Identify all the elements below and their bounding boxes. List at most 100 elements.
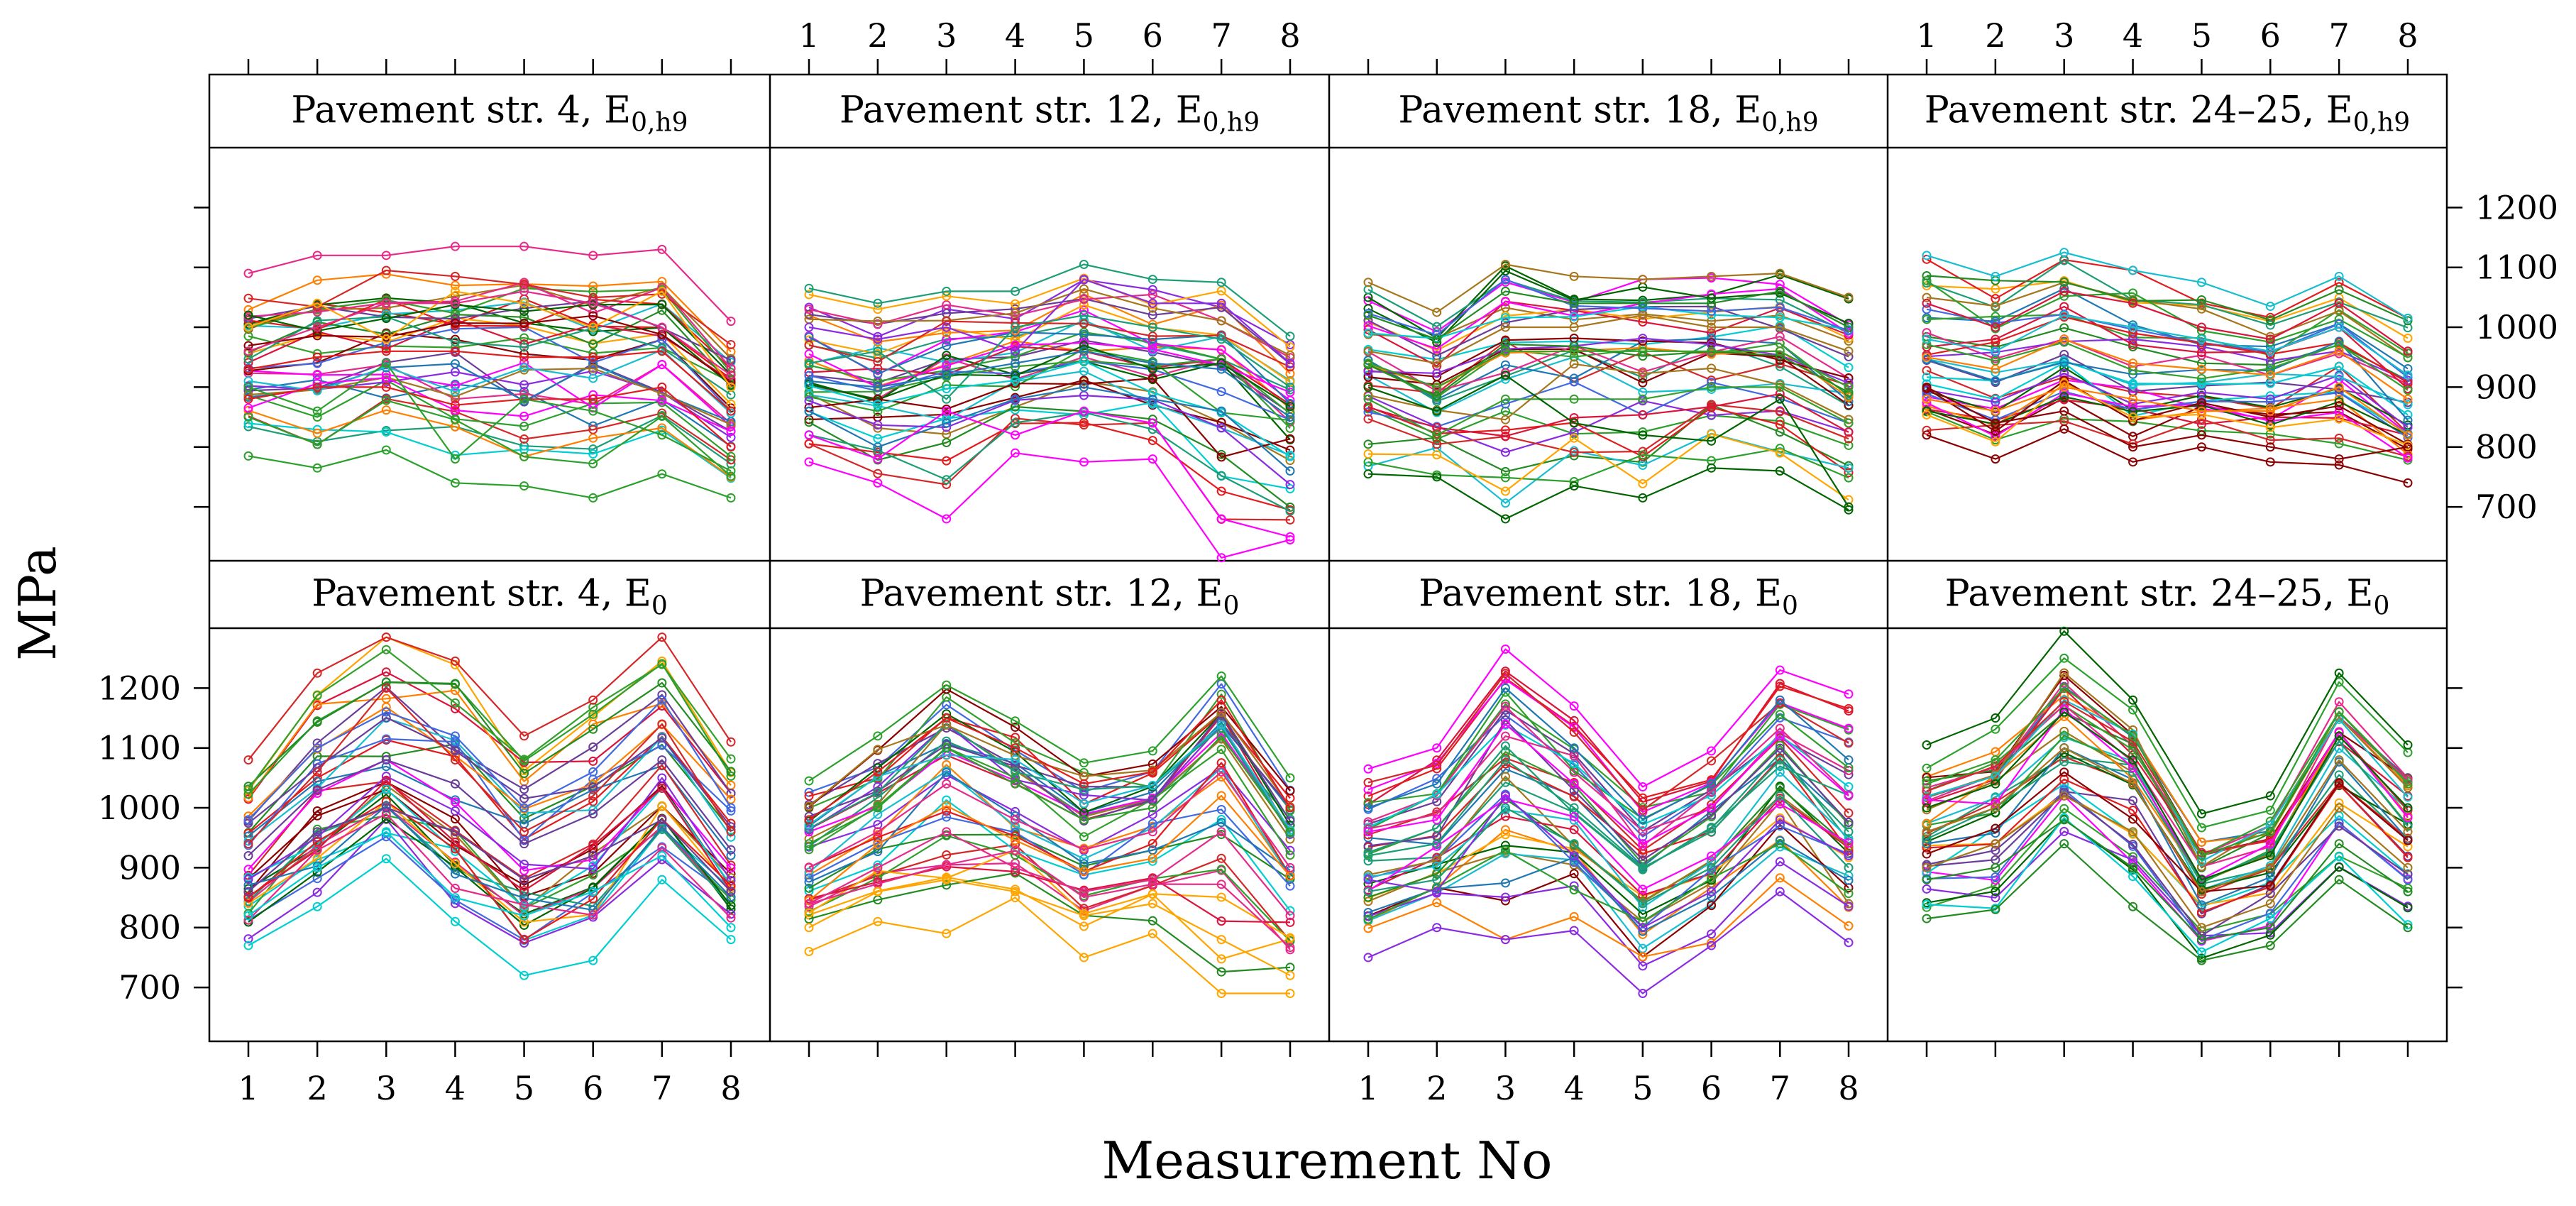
series-line-synth-18 bbox=[1367, 860, 1849, 967]
series-point bbox=[657, 851, 667, 861]
y-tick-label: 1100 bbox=[98, 729, 181, 767]
series-line-upper bbox=[1367, 648, 1849, 788]
series-point bbox=[2403, 853, 2413, 862]
panel-s18-e0 bbox=[1363, 645, 1854, 999]
series-line-trace-a bbox=[1367, 290, 1849, 340]
series-point bbox=[2265, 839, 2275, 849]
series-point bbox=[588, 339, 598, 349]
series-point bbox=[1638, 899, 1648, 909]
series-point bbox=[312, 428, 322, 438]
series-line-synth-7 bbox=[248, 835, 732, 941]
series-line-synth-0 bbox=[1367, 341, 1849, 407]
series-point bbox=[2265, 429, 2275, 439]
series-line-upper bbox=[1926, 630, 2409, 815]
series-point bbox=[942, 291, 952, 301]
series-point bbox=[1922, 843, 1932, 853]
series-point bbox=[450, 893, 460, 903]
series-point bbox=[1844, 393, 1854, 402]
series-line-synth-26 bbox=[1367, 719, 1849, 861]
series-point bbox=[873, 331, 883, 341]
series-line-trace-b bbox=[1926, 795, 2409, 928]
series-line-synth-27 bbox=[808, 348, 1291, 422]
series-point bbox=[2265, 406, 2275, 416]
series-point bbox=[1775, 322, 1785, 332]
series-point bbox=[1432, 855, 1442, 865]
series-point bbox=[2196, 823, 2206, 833]
series-point bbox=[2128, 412, 2138, 422]
series-point bbox=[1569, 341, 1579, 351]
series-point bbox=[519, 803, 529, 813]
series-point bbox=[450, 838, 460, 848]
series-point bbox=[1707, 873, 1717, 883]
series-point bbox=[1285, 434, 1295, 444]
series-point bbox=[2059, 767, 2069, 777]
series-point bbox=[312, 668, 322, 678]
series-point bbox=[2403, 875, 2413, 884]
series-line-synth-32 bbox=[1926, 771, 2409, 893]
series-point bbox=[1991, 395, 2000, 405]
series-point bbox=[1079, 259, 1089, 269]
series-point bbox=[1991, 337, 2000, 347]
series-point bbox=[312, 862, 322, 872]
series-point bbox=[243, 418, 253, 428]
series-point bbox=[1569, 427, 1579, 437]
series-point bbox=[1216, 316, 1226, 326]
series-point bbox=[450, 806, 460, 816]
series-point bbox=[942, 860, 952, 870]
series-line-trace-c bbox=[1926, 711, 2409, 881]
series-point bbox=[243, 422, 253, 432]
series-point bbox=[2059, 804, 2069, 813]
series-point bbox=[1775, 740, 1785, 750]
series-point bbox=[1569, 779, 1579, 789]
series-point bbox=[2265, 346, 2275, 356]
strip-title-subscript: 0 bbox=[2374, 592, 2390, 621]
series-point bbox=[1922, 875, 1932, 884]
series-point bbox=[1922, 868, 1932, 878]
series-point bbox=[1991, 418, 2000, 428]
series-point bbox=[312, 382, 322, 392]
series-point bbox=[1011, 767, 1020, 777]
series-traces bbox=[243, 241, 2413, 999]
series-line-synth-28 bbox=[1367, 305, 1849, 339]
series-point bbox=[1922, 797, 1932, 807]
series-point bbox=[312, 298, 322, 308]
series-point bbox=[1844, 373, 1854, 383]
series-point bbox=[1011, 430, 1020, 440]
series-point bbox=[1500, 892, 1510, 902]
series-point bbox=[2334, 346, 2344, 356]
series-line-synth-4 bbox=[248, 818, 732, 944]
series-point bbox=[2403, 740, 2413, 750]
series-point bbox=[2059, 375, 2069, 385]
x-tick-label: 8 bbox=[2397, 16, 2418, 55]
series-point bbox=[804, 839, 814, 849]
series-point bbox=[657, 395, 667, 405]
series-point bbox=[1363, 824, 1373, 834]
series-point bbox=[1011, 375, 1020, 385]
series-point bbox=[1079, 382, 1089, 392]
series-point bbox=[657, 733, 667, 743]
series-point bbox=[243, 268, 253, 278]
series-point bbox=[1844, 851, 1854, 861]
series-line-lower bbox=[1926, 843, 2409, 962]
series-point bbox=[2334, 271, 2344, 281]
series-line-synth-32 bbox=[1926, 340, 2409, 421]
series-point bbox=[312, 322, 322, 332]
series-point bbox=[1079, 911, 1089, 921]
series-point bbox=[726, 493, 736, 503]
series-line-lower bbox=[248, 449, 732, 499]
series-point bbox=[2403, 870, 2413, 879]
series-point bbox=[1011, 308, 1020, 318]
series-point bbox=[1775, 361, 1785, 371]
series-line-synth-21 bbox=[1926, 280, 2409, 358]
series-line-synth-25 bbox=[248, 281, 732, 369]
x-tick-label: 5 bbox=[2191, 16, 2212, 55]
y-tick-label: 1100 bbox=[2475, 248, 2558, 287]
series-point bbox=[1844, 766, 1854, 776]
series-point bbox=[1285, 535, 1295, 544]
series-line-synth-14 bbox=[808, 405, 1291, 508]
series-point bbox=[1707, 746, 1717, 756]
series-point bbox=[2196, 373, 2206, 383]
series-point bbox=[519, 827, 529, 837]
x-tick-label: 4 bbox=[1564, 1069, 1585, 1107]
series-point bbox=[1216, 827, 1226, 837]
